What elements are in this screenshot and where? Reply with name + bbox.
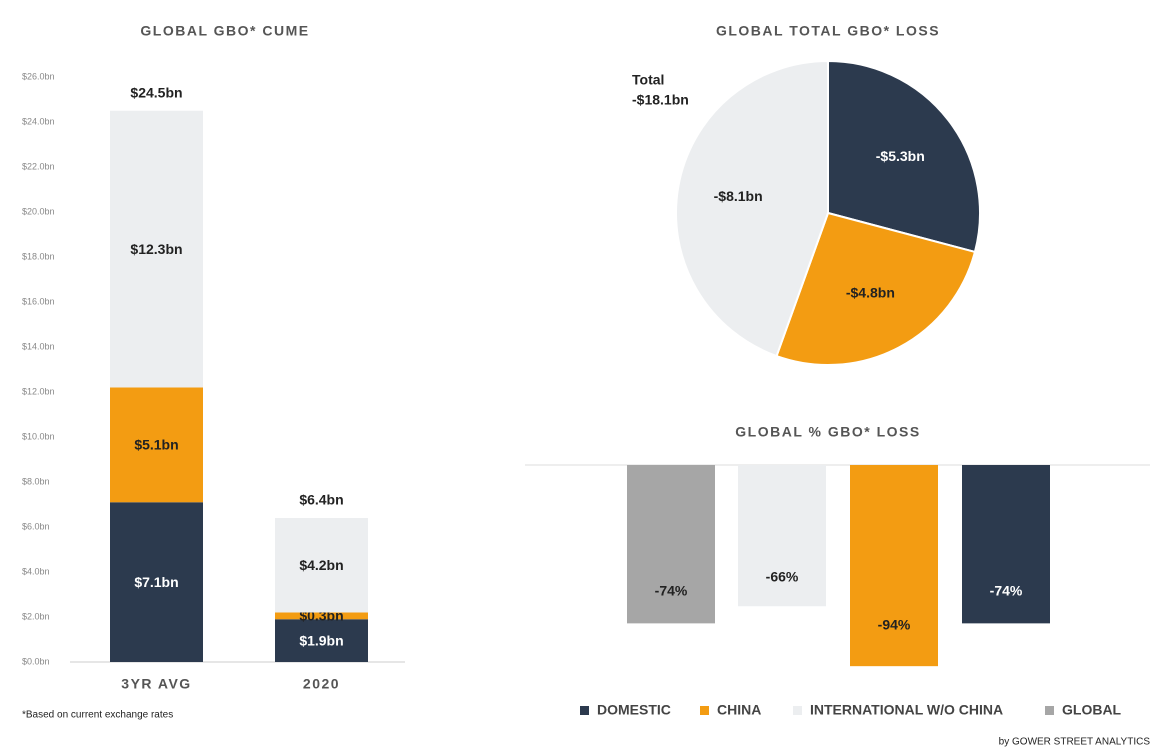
y-tick-label: $0.0bn bbox=[22, 656, 50, 666]
y-tick-label: $18.0bn bbox=[22, 251, 55, 261]
bar-segment bbox=[275, 619, 368, 662]
total-title: Total bbox=[632, 72, 664, 88]
value-label: -$5.3bn bbox=[876, 148, 925, 164]
y-tick-label: $22.0bn bbox=[22, 161, 55, 171]
value-label: $1.9bn bbox=[299, 632, 343, 648]
chart-title: GLOBAL TOTAL GBO* LOSS bbox=[716, 23, 940, 39]
value-label: -$4.8bn bbox=[846, 284, 895, 300]
y-tick-label: $20.0bn bbox=[22, 206, 55, 216]
value-label: -$8.1bn bbox=[714, 188, 763, 204]
legend-label: CHINA bbox=[717, 702, 761, 718]
legend-swatch bbox=[580, 706, 589, 715]
y-tick-label: $24.0bn bbox=[22, 116, 55, 126]
bar bbox=[738, 465, 826, 607]
legend-swatch bbox=[793, 706, 802, 715]
y-tick-label: $14.0bn bbox=[22, 341, 55, 351]
y-tick-label: $6.0bn bbox=[22, 521, 50, 531]
value-label: $4.2bn bbox=[299, 557, 343, 573]
value-label: -74% bbox=[990, 582, 1023, 598]
credit: by GOWER STREET ANALYTICS bbox=[999, 737, 1151, 748]
value-label: -94% bbox=[878, 617, 911, 633]
y-tick-label: $4.0bn bbox=[22, 566, 50, 576]
bar bbox=[850, 465, 938, 667]
y-tick-label: $8.0bn bbox=[22, 476, 50, 486]
y-tick-label: $12.0bn bbox=[22, 386, 55, 396]
pie-slice bbox=[675, 59, 829, 358]
legend-swatch bbox=[700, 706, 709, 715]
pie-slice bbox=[827, 59, 981, 254]
total-label: $6.4bn bbox=[299, 492, 343, 508]
total-label: $24.5bn bbox=[130, 84, 182, 100]
bar bbox=[627, 465, 715, 624]
bar bbox=[962, 465, 1050, 624]
y-tick-label: $10.0bn bbox=[22, 431, 55, 441]
y-tick-label: $2.0bn bbox=[22, 611, 50, 621]
value-label: -74% bbox=[655, 582, 688, 598]
pie-slice bbox=[775, 211, 977, 366]
bar-segment bbox=[275, 518, 368, 613]
bar-segment bbox=[275, 612, 368, 620]
total-label: -$18.1bn bbox=[632, 92, 689, 108]
value-label: -66% bbox=[766, 569, 799, 585]
legend-swatch bbox=[1045, 706, 1054, 715]
x-tick-label: 2020 bbox=[303, 676, 340, 692]
value-label: $12.3bn bbox=[130, 241, 182, 257]
bar-segment bbox=[110, 110, 203, 388]
y-tick-label: $16.0bn bbox=[22, 296, 55, 306]
y-tick-label: $26.0bn bbox=[22, 71, 55, 81]
footnote: *Based on current exchange rates bbox=[22, 710, 173, 721]
x-tick-label: 3YR AVG bbox=[121, 676, 191, 692]
legend-label: GLOBAL bbox=[1062, 702, 1122, 718]
chart-title: GLOBAL GBO* CUME bbox=[140, 23, 309, 39]
value-label: $5.1bn bbox=[134, 437, 178, 453]
legend-label: INTERNATIONAL W/O CHINA bbox=[810, 702, 1003, 718]
bar-segment bbox=[110, 387, 203, 503]
value-label: $7.1bn bbox=[134, 574, 178, 590]
chart-title: GLOBAL % GBO* LOSS bbox=[735, 424, 920, 440]
legend-label: DOMESTIC bbox=[597, 702, 671, 718]
bar-segment bbox=[110, 502, 203, 662]
